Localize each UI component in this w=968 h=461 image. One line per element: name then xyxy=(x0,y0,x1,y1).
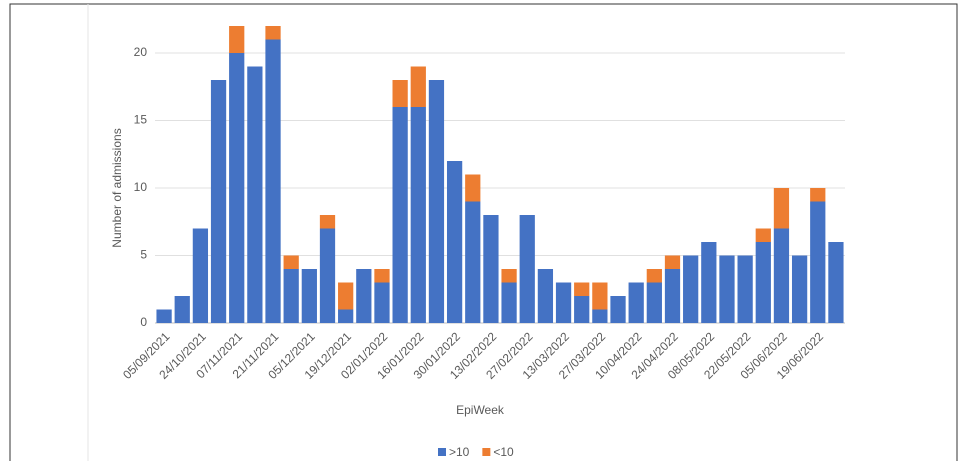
bar-segment xyxy=(374,269,390,283)
bar-segment xyxy=(465,174,481,202)
x-axis-title: EpiWeek xyxy=(456,403,505,417)
y-tick-label: 0 xyxy=(140,315,147,329)
bar-segment xyxy=(519,215,535,323)
bar-segment xyxy=(646,269,662,283)
bar-segment xyxy=(555,282,572,323)
bar-segment xyxy=(283,255,299,269)
bar-segment xyxy=(374,282,390,323)
y-tick-label: 20 xyxy=(134,45,148,59)
legend-label: >10 xyxy=(449,445,470,459)
legend: >10 <10 xyxy=(438,445,514,459)
bar-segment xyxy=(338,309,354,323)
bar-segment xyxy=(719,255,735,323)
bar-segment xyxy=(828,242,844,323)
legend-label: <10 xyxy=(493,445,514,459)
bar-segment xyxy=(392,80,408,107)
bar-segment xyxy=(610,296,626,323)
bar-segment xyxy=(229,53,245,323)
bar-segment xyxy=(501,269,517,283)
bar-segment xyxy=(265,26,281,40)
bar-segment xyxy=(664,255,681,269)
bar-segment xyxy=(446,161,463,323)
bar-segment xyxy=(810,201,826,323)
bar-segment xyxy=(537,269,554,323)
bar-segment xyxy=(301,269,317,323)
bar-segment xyxy=(192,228,209,323)
bar-segment xyxy=(428,80,445,323)
bar-segment xyxy=(791,255,808,323)
bar-segment xyxy=(737,255,753,323)
bar-segment xyxy=(156,309,172,323)
bar-segment xyxy=(664,269,681,323)
bar-segment xyxy=(501,282,517,323)
frame xyxy=(9,3,958,461)
bar-segment xyxy=(465,201,481,323)
legend-swatch xyxy=(438,448,446,456)
bar-segment xyxy=(592,282,608,310)
y-tick-label: 5 xyxy=(140,248,147,262)
bar-segment xyxy=(773,188,790,229)
bar-segment xyxy=(810,188,826,202)
bar-segment xyxy=(319,228,336,323)
bar-segment xyxy=(410,66,426,107)
bar-segment xyxy=(210,80,227,323)
bar-segment xyxy=(574,282,590,296)
bar-segment xyxy=(773,228,790,323)
bar-segment xyxy=(410,107,426,323)
bar-segment xyxy=(574,296,590,323)
bar-segment xyxy=(755,242,771,323)
bar-segment xyxy=(283,269,299,323)
bar-segment xyxy=(683,255,699,323)
y-tick-label: 15 xyxy=(134,113,148,127)
bar-segment xyxy=(755,228,771,242)
bar-segment xyxy=(338,282,354,310)
bar-segment xyxy=(592,309,608,323)
bar-segment xyxy=(483,215,499,323)
y-axis-title: Number of admissions xyxy=(110,128,124,247)
bar-segment xyxy=(628,282,644,323)
bar-segment xyxy=(174,296,190,323)
legend-swatch xyxy=(482,448,491,456)
bar-segment xyxy=(247,66,263,323)
y-tick-label: 10 xyxy=(134,180,148,194)
bar-segment xyxy=(392,107,408,323)
bar-segment xyxy=(319,215,336,229)
bar-segment xyxy=(356,269,372,323)
bar-segment xyxy=(265,39,281,323)
bar-segment xyxy=(229,26,245,53)
bar-segment xyxy=(701,242,717,323)
bar-segment xyxy=(646,282,662,323)
